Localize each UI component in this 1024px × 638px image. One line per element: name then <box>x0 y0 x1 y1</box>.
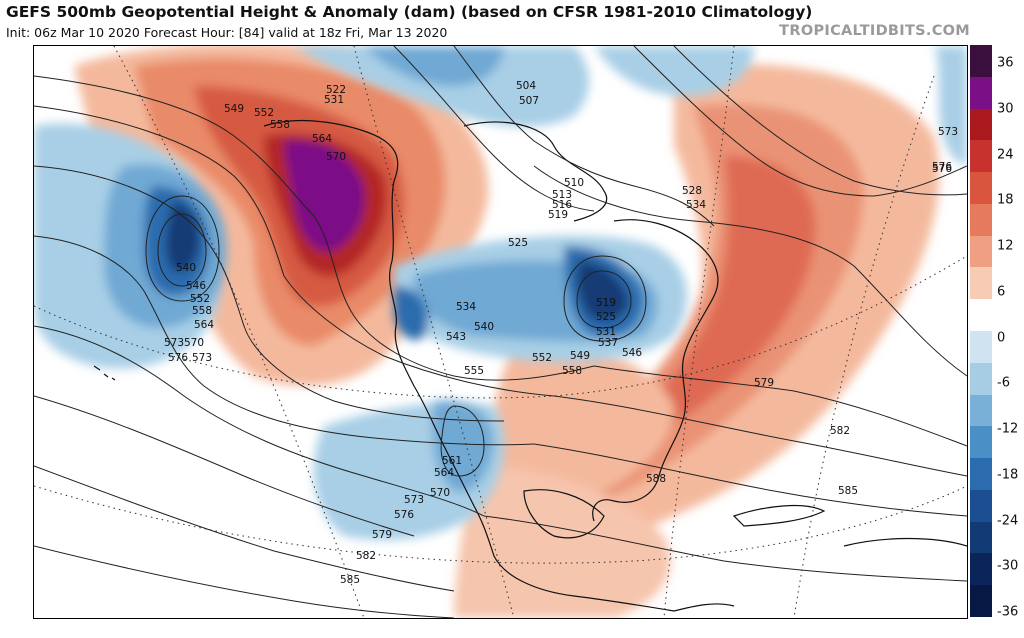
contour-label: 552 <box>532 352 552 364</box>
contour-label: 552 <box>190 293 210 305</box>
contour-label: 573 <box>192 352 212 364</box>
contour-label: 549 <box>224 103 244 115</box>
colorbar-label: 24 <box>997 147 1014 163</box>
colorbar-label: 36 <box>997 55 1014 71</box>
contour-label: 537 <box>598 337 618 349</box>
colorbar-swatch <box>970 331 992 364</box>
contour-label: 543 <box>446 331 466 343</box>
contour-label: 576 <box>168 352 188 364</box>
colorbar-swatch <box>970 458 992 491</box>
contour-label: 579 <box>372 529 392 541</box>
map-panel: 522 531 504 507 549 552 558 564 570 510 … <box>33 45 968 619</box>
contour-label: 546 <box>186 280 206 292</box>
contour-label: 573 <box>404 494 424 506</box>
contour-label: 570 <box>326 151 346 163</box>
contour-label: 582 <box>356 550 376 562</box>
colorbar-label: -30 <box>997 558 1019 574</box>
contour-label: 531 <box>596 326 616 338</box>
colorbar <box>970 45 992 618</box>
colorbar-swatch <box>970 172 992 205</box>
contour-label: 558 <box>562 365 582 377</box>
contour-label: 528 <box>682 185 702 197</box>
contour-label: 573 <box>938 126 958 138</box>
contour-label: 570 <box>430 487 450 499</box>
chart-title: GEFS 500mb Geopotential Height & Anomaly… <box>6 3 813 21</box>
contour-label: 507 <box>519 95 539 107</box>
positive-anomaly-shading <box>74 46 940 618</box>
colorbar-label: -18 <box>997 467 1019 483</box>
contour-label: 549 <box>570 350 590 362</box>
colorbar-label: 30 <box>997 101 1014 117</box>
contour-label: 525 <box>596 311 616 323</box>
colorbar-swatch <box>970 521 992 554</box>
contour-label: 576 <box>932 163 952 175</box>
contour-label: 585 <box>340 574 360 586</box>
colorbar-label: 6 <box>997 284 1006 300</box>
height-contours <box>34 46 967 618</box>
contour-label: 576 <box>394 509 414 521</box>
colorbar-label: 0 <box>997 330 1006 346</box>
colorbar-label: -6 <box>997 375 1010 391</box>
colorbar-swatch <box>970 140 992 173</box>
contour-label: 558 <box>192 305 212 317</box>
contour-label: 570 <box>184 337 204 349</box>
colorbar-label: 12 <box>997 238 1014 254</box>
colorbar-swatch <box>970 45 992 78</box>
contour-label: 576 <box>932 161 952 173</box>
contour-label: 525 <box>508 237 528 249</box>
contour-label: 558 <box>270 119 290 131</box>
contour-label: 579 <box>754 377 774 389</box>
contour-label: 540 <box>176 262 196 274</box>
contour-label: 531 <box>324 94 344 106</box>
contour-label: 522 <box>326 84 346 96</box>
contour-label: 585 <box>838 485 858 497</box>
colorbar-label: -36 <box>997 604 1019 620</box>
colorbar-swatch <box>970 235 992 268</box>
site-watermark: TROPICALTIDBITS.COM <box>779 23 970 39</box>
contour-label: 564 <box>434 467 454 479</box>
colorbar-swatch <box>970 553 992 586</box>
contour-label: 573 <box>164 337 184 349</box>
contour-label: 504 <box>516 80 536 92</box>
contour-label: 513 <box>552 189 572 201</box>
colorbar-swatch <box>970 489 992 523</box>
colorbar-swatch <box>970 394 992 427</box>
contour-label: 552 <box>254 107 274 119</box>
colorbar-swatch <box>970 76 992 110</box>
contour-label: 534 <box>456 301 476 313</box>
colorbar-label: -12 <box>997 421 1019 437</box>
colorbar-label: 18 <box>997 192 1014 208</box>
forecast-info: Init: 06z Mar 10 2020 Forecast Hour: [84… <box>6 25 448 40</box>
colorbar-label: -24 <box>997 513 1019 529</box>
colorbar-swatch <box>970 426 992 459</box>
contour-label: 555 <box>464 365 484 377</box>
colorbar-swatch <box>970 585 992 618</box>
contour-label: 510 <box>564 177 584 189</box>
negative-anomaly-shading <box>34 46 967 540</box>
anomaly-map: 522 531 504 507 549 552 558 564 570 510 … <box>34 46 967 618</box>
colorbar-swatch <box>970 203 992 237</box>
contour-label: 519 <box>596 297 616 309</box>
contour-label: 516 <box>552 199 572 211</box>
contour-label: 582 <box>830 425 850 437</box>
colorbar-swatch <box>970 267 992 300</box>
contour-label: 561 <box>442 455 462 467</box>
colorbar-swatch <box>970 362 992 396</box>
contour-label: 519 <box>548 209 568 221</box>
colorbar-swatch <box>970 299 992 332</box>
contour-labels: 522 531 504 507 549 552 558 564 570 510 … <box>164 80 958 586</box>
contour-label: 540 <box>474 321 494 333</box>
contour-label: 546 <box>622 347 642 359</box>
contour-label: 588 <box>646 473 666 485</box>
contour-label: 564 <box>312 133 332 145</box>
contour-label: 534 <box>686 199 706 211</box>
coastlines <box>93 119 967 612</box>
contour-label: 564 <box>194 319 214 331</box>
colorbar-swatch <box>970 108 992 141</box>
